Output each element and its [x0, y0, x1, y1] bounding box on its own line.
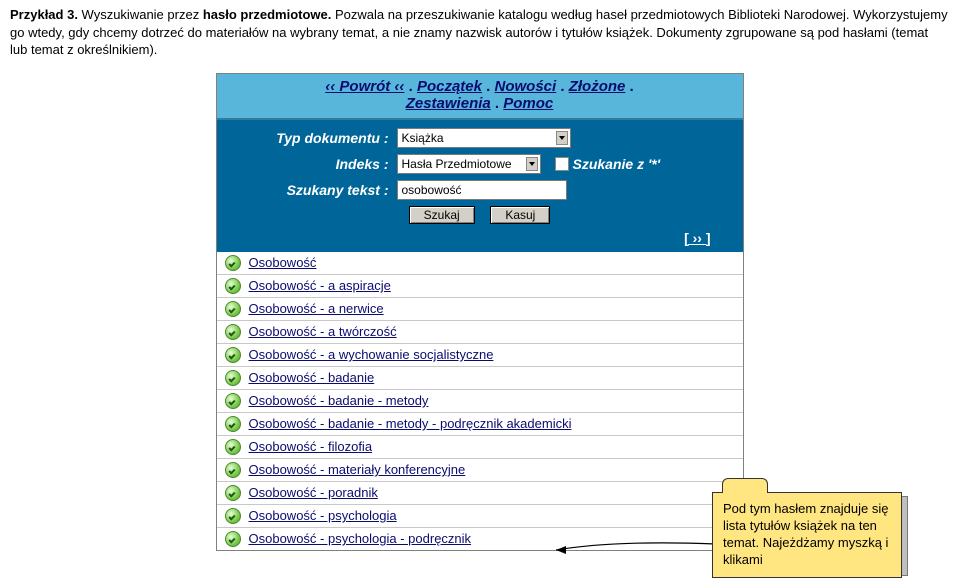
search-value: osobowość — [402, 183, 462, 197]
result-row: Osobowość - a wychowanie socjalistyczne — [217, 344, 743, 367]
result-link[interactable]: Osobowość - a wychowanie socjalistyczne — [249, 347, 494, 362]
intro-text-1: Wyszukiwanie przez — [82, 7, 203, 22]
check-icon — [225, 370, 241, 386]
result-row: Osobowość - poradnik — [217, 482, 743, 505]
doctype-label: Typ dokumentu : — [229, 130, 397, 146]
star-label: Szukanie z '*' — [573, 156, 661, 172]
result-row: Osobowość - badanie — [217, 367, 743, 390]
callout-note: Pod tym hasłem znajduje się lista tytułó… — [712, 492, 902, 578]
pager-next-link[interactable]: [ ›› ] — [684, 230, 710, 246]
nav-sep: . — [404, 78, 417, 95]
check-icon — [225, 393, 241, 409]
doctype-select[interactable]: Książka — [397, 128, 571, 148]
intro-paragraph: Przykład 3. Wyszukiwanie przez hasło prz… — [0, 0, 959, 67]
nav-sep: . — [625, 78, 633, 95]
search-input[interactable]: osobowość — [397, 180, 567, 200]
nav-bar: ‹‹ Powrót ‹‹ . Początek . Nowości . Złoż… — [217, 74, 743, 120]
search-button[interactable]: Szukaj — [409, 206, 475, 224]
check-icon — [225, 508, 241, 524]
check-icon — [225, 439, 241, 455]
result-row: Osobowość - materiały konferencyjne — [217, 459, 743, 482]
nav-compound-link[interactable]: Złożone — [569, 78, 626, 95]
result-row: Osobowość - psychologia — [217, 505, 743, 528]
check-icon — [225, 462, 241, 478]
check-icon — [225, 324, 241, 340]
nav-help-link[interactable]: Pomoc — [503, 95, 553, 112]
result-link[interactable]: Osobowość — [249, 255, 317, 270]
result-link[interactable]: Osobowość - badanie - metody - podręczni… — [249, 416, 572, 431]
check-icon — [225, 416, 241, 432]
chevron-down-icon — [556, 131, 568, 145]
result-link[interactable]: Osobowość - filozofia — [249, 439, 373, 454]
result-link[interactable]: Osobowość - a aspiracje — [249, 278, 391, 293]
chevron-down-icon — [526, 157, 538, 171]
results-list: Osobowość Osobowość - a aspiracje Osobow… — [217, 252, 743, 550]
result-row: Osobowość - a nerwice — [217, 298, 743, 321]
catalog-panel: ‹‹ Powrót ‹‹ . Początek . Nowości . Złoż… — [216, 73, 744, 551]
nav-start-link[interactable]: Początek — [417, 78, 482, 95]
check-icon — [225, 255, 241, 271]
result-row: Osobowość - psychologia - podręcznik — [217, 528, 743, 550]
nav-sep: . — [491, 95, 504, 112]
result-row: Osobowość - badanie - metody - podręczni… — [217, 413, 743, 436]
check-icon — [225, 531, 241, 547]
check-icon — [225, 278, 241, 294]
result-link[interactable]: Osobowość - materiały konferencyjne — [249, 462, 466, 477]
nav-news-link[interactable]: Nowości — [495, 78, 557, 95]
result-link[interactable]: Osobowość - psychologia - podręcznik — [249, 531, 472, 546]
searchtext-label: Szukany tekst : — [229, 182, 397, 198]
result-row: Osobowość - badanie - metody — [217, 390, 743, 413]
result-row: Osobowość — [217, 252, 743, 275]
result-link[interactable]: Osobowość - badanie — [249, 370, 375, 385]
intro-bold-term: hasło przedmiotowe. — [203, 7, 335, 22]
nav-lists-link[interactable]: Zestawienia — [406, 95, 491, 112]
check-icon — [225, 485, 241, 501]
clear-button[interactable]: Kasuj — [490, 206, 550, 224]
star-checkbox[interactable] — [555, 157, 569, 171]
result-link[interactable]: Osobowość - a nerwice — [249, 301, 384, 316]
result-row: Osobowość - a twórczość — [217, 321, 743, 344]
nav-sep: . — [556, 78, 569, 95]
index-label: Indeks : — [229, 156, 397, 172]
index-select[interactable]: Hasła Przedmiotowe — [397, 154, 541, 174]
doctype-value: Książka — [402, 131, 444, 145]
check-icon — [225, 347, 241, 363]
result-link[interactable]: Osobowość - psychologia — [249, 508, 397, 523]
callout-text: Pod tym hasłem znajduje się lista tytułó… — [712, 492, 902, 578]
result-link[interactable]: Osobowość - poradnik — [249, 485, 378, 500]
index-value: Hasła Przedmiotowe — [402, 157, 512, 171]
check-icon — [225, 301, 241, 317]
nav-sep: . — [482, 78, 495, 95]
example-number: Przykład 3. — [10, 7, 82, 22]
result-row: Osobowość - a aspiracje — [217, 275, 743, 298]
result-row: Osobowość - filozofia — [217, 436, 743, 459]
result-link[interactable]: Osobowość - badanie - metody — [249, 393, 429, 408]
search-form: Typ dokumentu : Książka Indeks : Hasła P… — [217, 120, 743, 252]
result-link[interactable]: Osobowość - a twórczość — [249, 324, 397, 339]
nav-back-link[interactable]: ‹‹ Powrót ‹‹ — [325, 78, 404, 95]
